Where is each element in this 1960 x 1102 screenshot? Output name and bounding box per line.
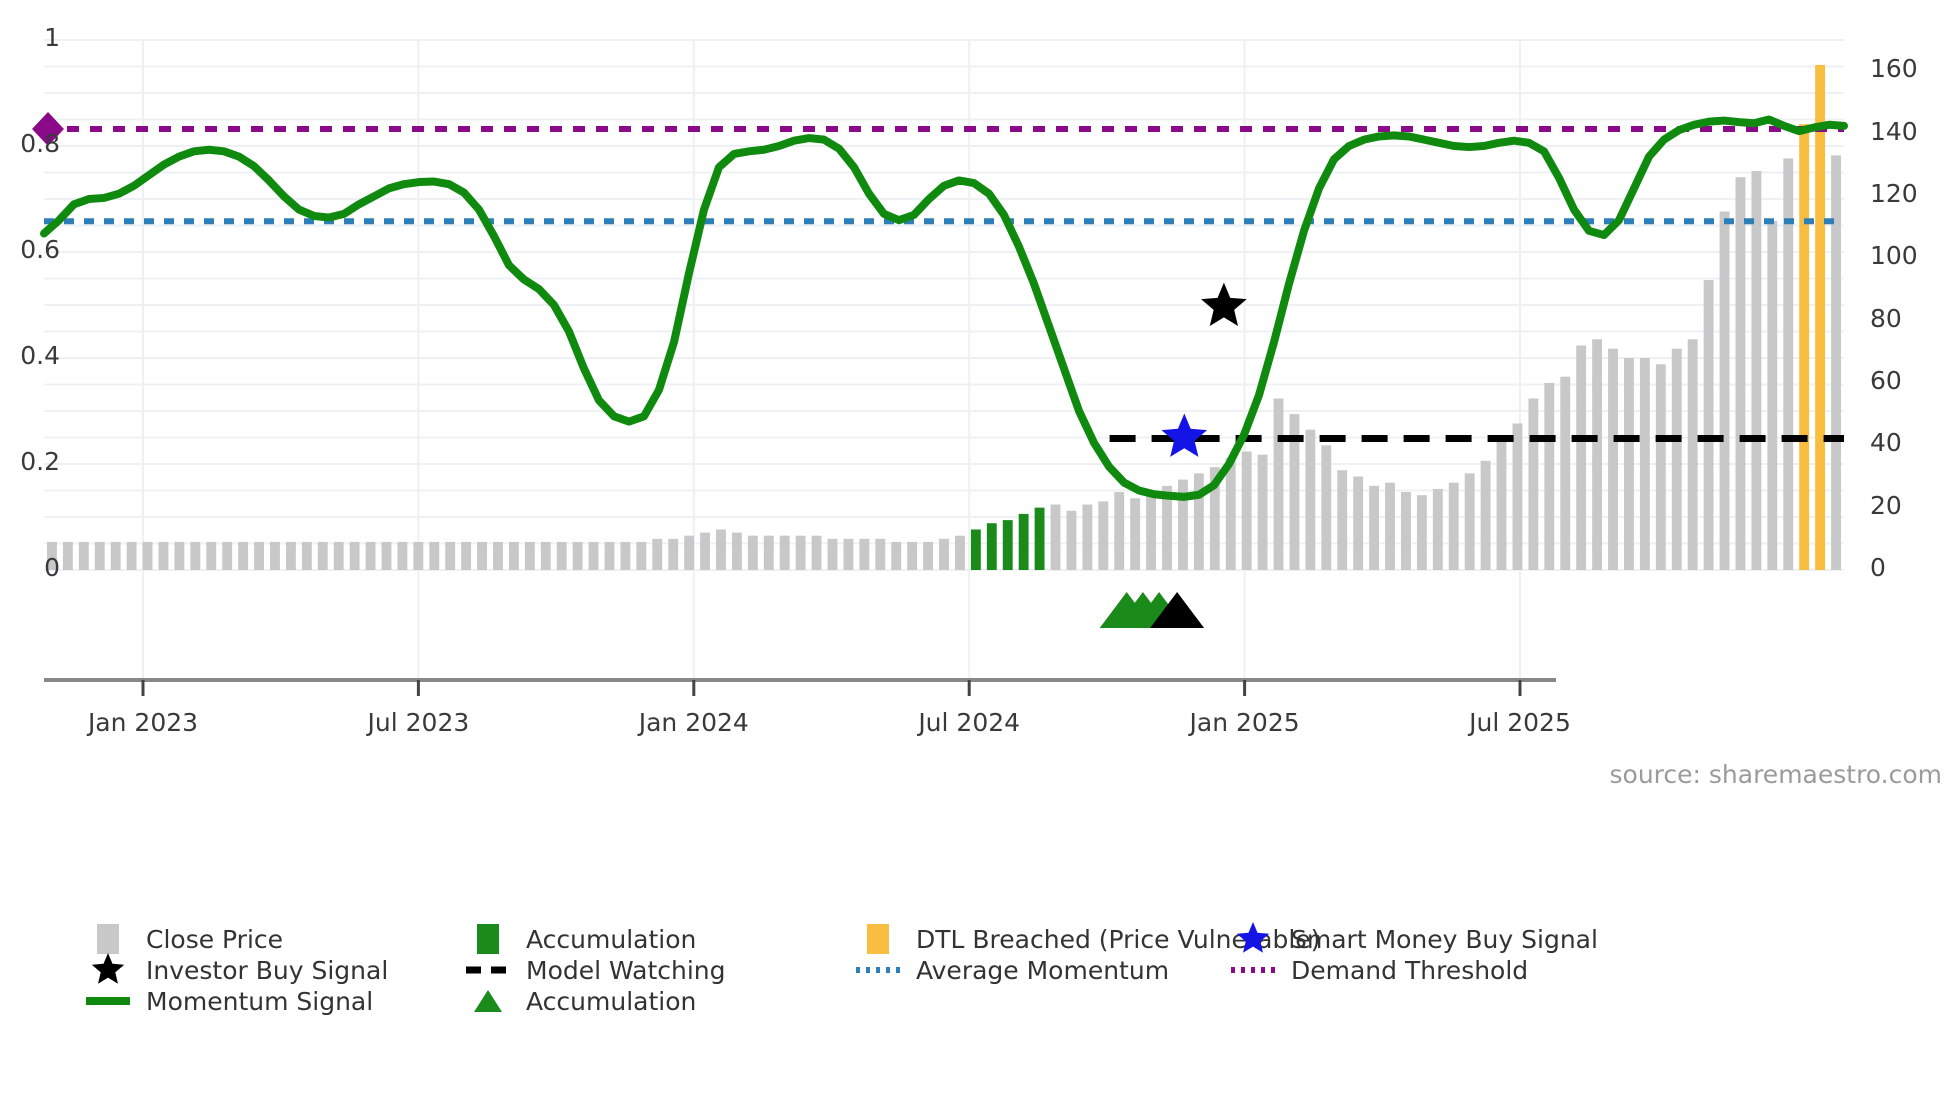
x-axis-tick: Jul 2025 [1469,708,1571,737]
y-axis-right-tick: 80 [1870,303,1902,333]
axis-lines [44,678,1556,696]
y-axis-right-tick: 120 [1870,178,1918,208]
y-axis-left-tick: 0 [44,553,60,582]
y-axis-left-tick: 1 [44,23,60,52]
legend-item[interactable]: Average Momentum [850,951,1225,989]
legend-item[interactable]: Close Price [80,920,460,958]
x-axis-tick: Jan 2024 [638,708,749,737]
source-note: source: sharemaestro.com [1609,760,1943,789]
legend-row: Momentum Signal Accumulation [0,982,1960,1016]
legend-label: Smart Money Buy Signal [1291,924,1598,954]
legend-item[interactable]: Investor Buy Signal [80,951,460,989]
gridlines [44,39,1844,680]
legend-item[interactable]: Accumulation [460,920,850,958]
y-axis-right-tick: 0 [1870,553,1886,582]
square-swatch [466,924,510,954]
chart-legend: Close Price Accumulation DTL Breached (Pri… [0,920,1960,1016]
x-axis-tick: Jul 2023 [367,708,470,737]
triangle-icon [466,986,510,1016]
y-axis-right-tick: 160 [1870,54,1918,84]
y-axis-right-tick: 60 [1870,365,1902,395]
threshold-lines [32,112,1844,443]
legend-item[interactable]: Momentum Signal [80,982,460,1020]
legend-label: Accumulation [526,924,697,954]
legend-item[interactable]: Model Watching [460,951,850,989]
close-price-bars [47,64,1841,571]
x-axis-tick: Jan 2025 [1189,708,1300,737]
square-swatch [856,924,900,954]
legend-label: Close Price [146,924,284,954]
y-axis-left-tick: 0.8 [20,129,60,158]
x-axis-tick: Jan 2023 [87,708,199,737]
dashed-line-icon [466,964,510,976]
legend-row: Investor Buy Signal Model Watching Average… [0,951,1960,985]
momentum-signal-line [40,115,1848,501]
legend-label: Investor Buy Signal [146,955,389,985]
legend-item[interactable]: Demand Threshold [1225,951,1605,989]
plot-area [32,39,1848,820]
y-axis-right-tick: 100 [1870,241,1918,271]
legend-label: Average Momentum [916,955,1170,985]
star-icon [1231,921,1275,957]
y-axis-right-tick: 140 [1870,116,1918,146]
legend-item[interactable]: Smart Money Buy Signal [1225,920,1605,958]
y-axis-right-tick: 40 [1870,428,1902,458]
star-icon [86,952,130,988]
dotted-line-icon [856,964,900,976]
solid-line-icon [86,995,130,1007]
y-axis-right-tick: 20 [1870,490,1902,520]
signal-markers [1099,282,1247,628]
x-axis-tick: Jul 2024 [918,708,1021,737]
chart-canvas [32,39,1848,696]
legend-row: Close Price Accumulation DTL Breached (Pri… [0,920,1960,954]
legend-label: Demand Threshold [1291,955,1529,985]
y-axis-left-tick: 0.6 [20,235,60,264]
legend-label: Accumulation [526,986,697,1016]
legend-label: Momentum Signal [146,986,374,1016]
legend-label: Model Watching [526,955,726,985]
square-swatch [86,924,130,954]
dotted-line-icon [1231,964,1275,976]
legend-item[interactable]: Accumulation [460,982,850,1020]
y-axis-left-tick: 0.2 [20,447,60,476]
y-axis-left-tick: 0.4 [20,341,60,370]
